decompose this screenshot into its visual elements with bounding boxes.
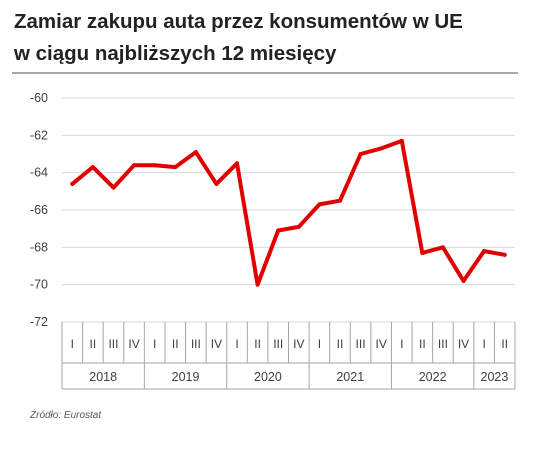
data-point xyxy=(152,163,157,168)
y-tick-label: -62 xyxy=(30,128,48,142)
data-point xyxy=(399,138,404,143)
x-quarter-label: I xyxy=(71,337,74,351)
x-quarter-label: IV xyxy=(293,337,304,351)
data-point xyxy=(296,224,301,229)
x-quarter-label: I xyxy=(400,337,403,351)
x-year-label: 2021 xyxy=(336,370,364,384)
data-point xyxy=(337,198,342,203)
data-point xyxy=(317,202,322,207)
data-point xyxy=(502,252,507,257)
x-quarter-label: I xyxy=(318,337,321,351)
data-point xyxy=(193,150,198,155)
title-divider xyxy=(12,72,518,74)
x-year-label: 2023 xyxy=(481,370,509,384)
data-point xyxy=(440,245,445,250)
y-tick-label: -72 xyxy=(30,315,48,329)
x-quarter-label: IV xyxy=(458,337,469,351)
data-point xyxy=(173,165,178,170)
x-quarter-label: III xyxy=(356,337,366,351)
chart-title: Zamiar zakupu auta przez konsumentów w U… xyxy=(14,6,534,70)
x-year-label: 2019 xyxy=(172,370,200,384)
chart-title-line2: w ciągu najbliższych 12 miesięcy xyxy=(14,42,337,65)
x-quarter-label: III xyxy=(438,337,448,351)
data-point xyxy=(358,152,363,156)
x-quarter-label: I xyxy=(153,337,156,351)
x-quarter-label: I xyxy=(482,337,485,351)
data-point xyxy=(461,278,466,283)
x-quarter-label: III xyxy=(191,337,201,351)
x-year-label: 2020 xyxy=(254,370,282,384)
x-quarter-label: II xyxy=(254,337,261,351)
y-tick-label: -66 xyxy=(30,203,48,217)
x-quarter-label: II xyxy=(419,337,426,351)
x-quarter-label: II xyxy=(501,337,508,351)
x-quarter-label: III xyxy=(273,337,283,351)
x-quarter-label: IV xyxy=(128,337,139,351)
data-point xyxy=(420,250,425,255)
source-note: Źródło: Eurostat xyxy=(30,410,102,421)
data-point xyxy=(111,185,116,190)
series-line xyxy=(70,138,507,287)
data-point xyxy=(90,165,95,170)
data-point xyxy=(70,181,75,186)
y-tick-label: -64 xyxy=(30,166,48,180)
x-quarter-label: IV xyxy=(211,337,222,351)
data-point xyxy=(235,161,240,166)
x-quarter-label: I xyxy=(235,337,238,351)
data-point xyxy=(255,282,260,287)
data-point xyxy=(379,146,384,151)
chart-title-line1: Zamiar zakupu auta przez konsumentów w U… xyxy=(14,10,463,33)
y-tick-label: -60 xyxy=(30,91,48,105)
x-quarter-label: IV xyxy=(375,337,386,351)
x-quarter-label: III xyxy=(108,337,118,351)
y-tick-label: -68 xyxy=(30,240,48,254)
data-point xyxy=(132,163,137,168)
x-quarter-label: II xyxy=(90,337,97,351)
x-year-label: 2022 xyxy=(419,370,447,384)
x-quarter-label: II xyxy=(172,337,179,351)
x-quarter-label: II xyxy=(337,337,344,351)
x-year-label: 2018 xyxy=(89,370,117,384)
data-point xyxy=(276,228,281,233)
y-tick-label: -70 xyxy=(30,278,48,292)
data-point xyxy=(482,249,487,254)
data-point xyxy=(214,181,219,186)
